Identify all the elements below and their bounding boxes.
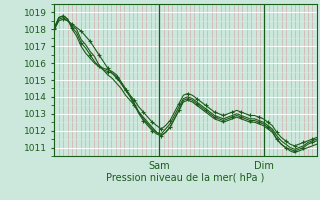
X-axis label: Pression niveau de la mer( hPa ): Pression niveau de la mer( hPa ) [107,172,265,182]
